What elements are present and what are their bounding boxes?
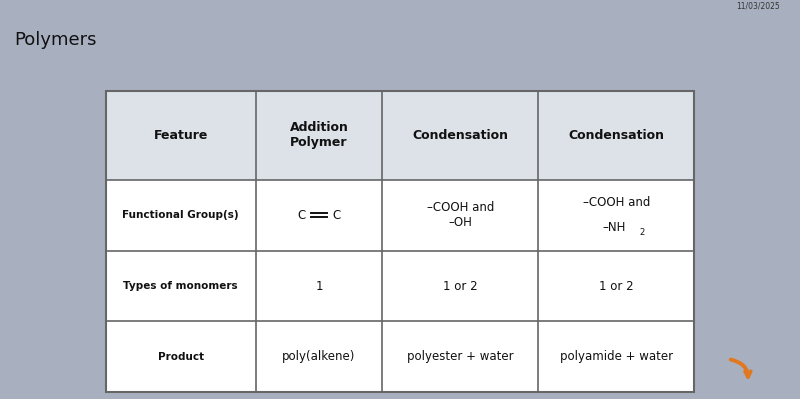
Text: Types of monomers: Types of monomers — [123, 281, 238, 291]
Bar — [106, 91, 694, 392]
Text: 2: 2 — [639, 228, 645, 237]
Text: C: C — [333, 209, 341, 222]
Text: Condensation: Condensation — [568, 129, 664, 142]
Bar — [106, 91, 694, 392]
Text: Addition
Polymer: Addition Polymer — [290, 121, 349, 149]
Text: –COOH and: –COOH and — [582, 196, 650, 209]
Text: poly(alkene): poly(alkene) — [282, 350, 356, 363]
Text: Polymers: Polymers — [14, 32, 97, 49]
Bar — [106, 91, 694, 180]
Text: –NH: –NH — [602, 221, 626, 235]
Text: 1 or 2: 1 or 2 — [599, 280, 634, 292]
Text: 11/03/2025: 11/03/2025 — [736, 2, 780, 11]
Text: Condensation: Condensation — [412, 129, 508, 142]
Text: 1: 1 — [315, 280, 322, 292]
Text: Functional Group(s): Functional Group(s) — [122, 210, 239, 220]
Text: C: C — [297, 209, 306, 222]
Text: 1 or 2: 1 or 2 — [443, 280, 478, 292]
Text: polyester + water: polyester + water — [407, 350, 514, 363]
Text: polyamide + water: polyamide + water — [560, 350, 673, 363]
Text: Product: Product — [158, 352, 204, 362]
Text: –COOH and
–OH: –COOH and –OH — [426, 201, 494, 229]
Text: Feature: Feature — [154, 129, 208, 142]
